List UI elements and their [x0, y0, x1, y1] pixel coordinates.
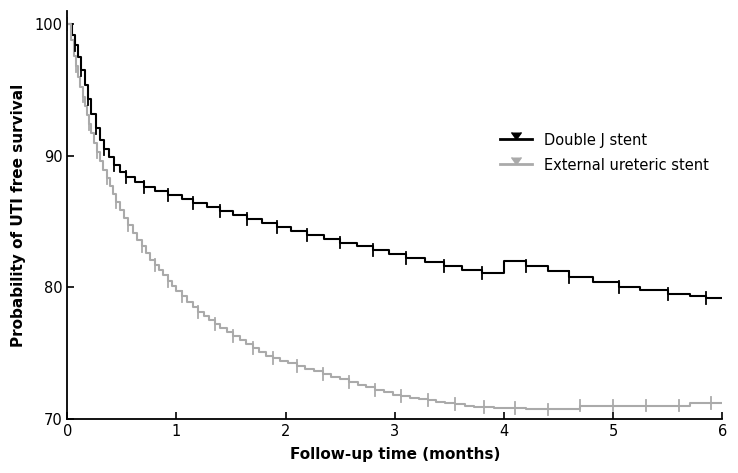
Legend: Double J stent, External ureteric stent: Double J stent, External ureteric stent [500, 132, 708, 173]
Y-axis label: Probability of UTI free survival: Probability of UTI free survival [11, 83, 26, 347]
X-axis label: Follow-up time (months): Follow-up time (months) [289, 447, 500, 462]
